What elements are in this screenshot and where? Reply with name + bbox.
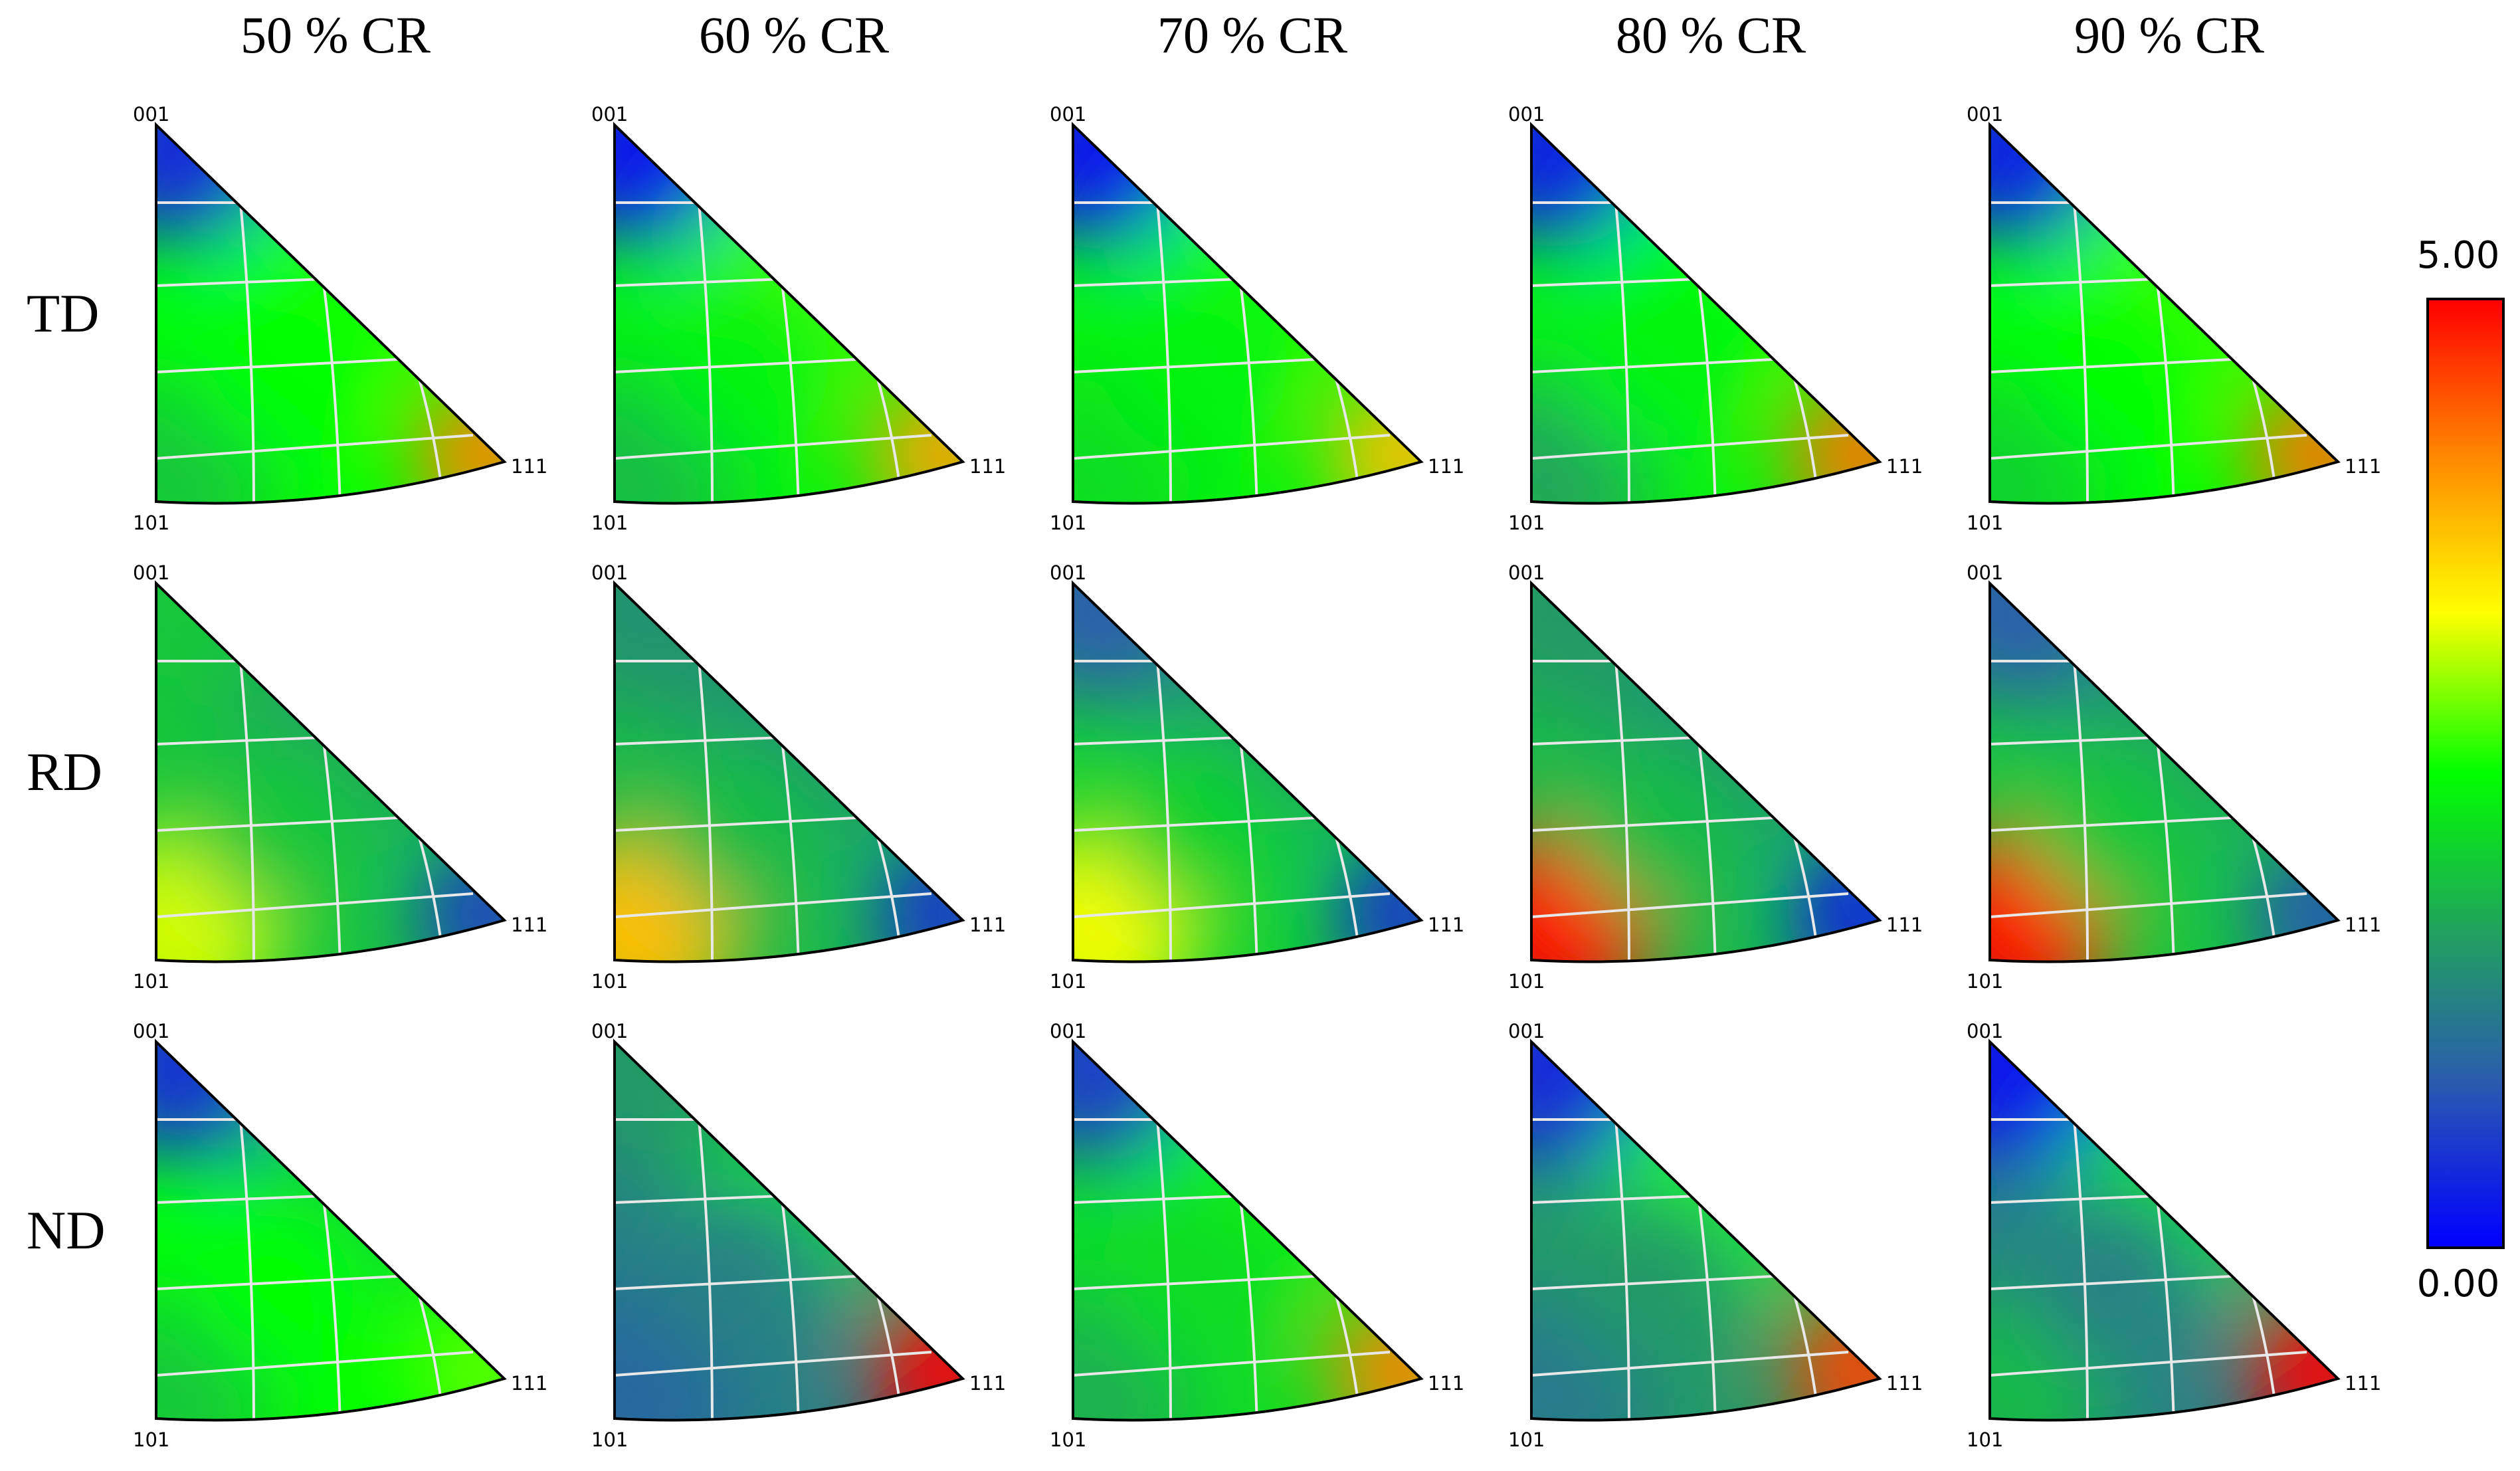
pole-label-001: 001 <box>133 561 170 584</box>
pole-label-111: 111 <box>1886 455 1923 478</box>
pole-label-111: 111 <box>511 914 548 936</box>
pole-label-001: 001 <box>1967 1020 2004 1042</box>
pole-label-001: 001 <box>1050 103 1087 126</box>
pole-label-111: 111 <box>969 455 1007 478</box>
ipf-outline <box>1530 1038 1882 1422</box>
pole-label-101: 101 <box>1967 970 2004 993</box>
pole-label-101: 101 <box>591 1428 629 1451</box>
row-label-nd: ND <box>27 1200 106 1260</box>
pole-label-101: 101 <box>133 970 170 993</box>
pole-label-001: 001 <box>1050 561 1087 584</box>
pole-label-001: 001 <box>591 103 629 126</box>
pole-label-111: 111 <box>1428 914 1465 936</box>
ipf-outline <box>155 1038 507 1422</box>
pole-label-101: 101 <box>1050 512 1087 534</box>
pole-label-111: 111 <box>1428 455 1465 478</box>
ipf-td-70 <box>1072 122 1424 505</box>
pole-label-111: 111 <box>511 1372 548 1395</box>
ipf-outline <box>1530 122 1882 505</box>
ipf-gridlines <box>156 660 474 962</box>
column-title-80cr: 80 % CR <box>1615 6 1806 64</box>
ipf-td-60 <box>613 122 965 505</box>
ipf-outline <box>1530 580 1882 963</box>
pole-label-111: 111 <box>2345 1372 2382 1395</box>
pole-label-101: 101 <box>1050 1428 1087 1451</box>
ipf-outline <box>613 580 965 963</box>
ipf-td-80 <box>1530 122 1882 505</box>
column-title-60cr: 60 % CR <box>698 6 890 64</box>
pole-label-001: 001 <box>1508 1020 1545 1042</box>
pole-label-101: 101 <box>133 512 170 534</box>
pole-label-111: 111 <box>969 914 1007 936</box>
pole-label-001: 001 <box>1967 103 2004 126</box>
ipf-rd-50 <box>155 580 507 963</box>
row-label-rd: RD <box>27 741 102 802</box>
ipf-outline <box>1988 1038 2341 1422</box>
ipf-gridlines <box>615 660 932 962</box>
ipf-outline <box>613 122 965 505</box>
ipf-gridlines <box>1531 1118 1849 1421</box>
ipf-nd-60 <box>613 1038 965 1422</box>
pole-label-101: 101 <box>1508 1428 1545 1451</box>
pole-label-111: 111 <box>2345 455 2382 478</box>
pole-label-101: 101 <box>133 1428 170 1451</box>
ipf-rd-90 <box>1988 580 2341 963</box>
pole-label-111: 111 <box>1886 1372 1923 1395</box>
pole-label-001: 001 <box>591 1020 629 1042</box>
ipf-outline <box>1072 580 1424 963</box>
pole-label-111: 111 <box>969 1372 1007 1395</box>
colorbar-max-label: 5.00 <box>2416 234 2500 277</box>
pole-label-101: 101 <box>1508 970 1545 993</box>
ipf-gridlines <box>1531 660 1849 962</box>
pole-label-101: 101 <box>591 970 629 993</box>
ipf-rd-80 <box>1530 580 1882 963</box>
ipf-nd-70 <box>1072 1038 1424 1422</box>
ipf-outline <box>155 580 507 963</box>
pole-label-101: 101 <box>591 512 629 534</box>
pole-label-111: 111 <box>511 455 548 478</box>
pole-label-001: 001 <box>1508 561 1545 584</box>
ipf-outline <box>1988 580 2341 963</box>
pole-label-101: 101 <box>1050 970 1087 993</box>
colorbar <box>2426 298 2505 1249</box>
pole-label-111: 111 <box>1428 1372 1465 1395</box>
ipf-gridlines <box>1990 1118 2307 1421</box>
ipf-outline <box>155 122 507 505</box>
column-title-90cr: 90 % CR <box>2074 6 2265 64</box>
ipf-outline <box>1072 122 1424 505</box>
pole-label-111: 111 <box>2345 914 2382 936</box>
ipf-td-50 <box>155 122 507 505</box>
ipf-rd-70 <box>1072 580 1424 963</box>
ipf-td-90 <box>1988 122 2341 505</box>
ipf-gridlines <box>1990 201 2307 504</box>
column-title-70cr: 70 % CR <box>1157 6 1348 64</box>
row-label-td: TD <box>27 283 100 343</box>
pole-label-001: 001 <box>1967 561 2004 584</box>
pole-label-001: 001 <box>591 561 629 584</box>
ipf-gridlines <box>156 201 474 504</box>
pole-label-111: 111 <box>1886 914 1923 936</box>
ipf-nd-80 <box>1530 1038 1882 1422</box>
pole-label-001: 001 <box>1050 1020 1087 1042</box>
ipf-outline <box>1988 122 2341 505</box>
ipf-nd-90 <box>1988 1038 2341 1422</box>
pole-label-001: 001 <box>133 1020 170 1042</box>
pole-label-001: 001 <box>133 103 170 126</box>
column-title-50cr: 50 % CR <box>240 6 431 64</box>
ipf-rd-60 <box>613 580 965 963</box>
ipf-outline <box>1072 1038 1424 1422</box>
pole-label-101: 101 <box>1508 512 1545 534</box>
pole-label-001: 001 <box>1508 103 1545 126</box>
colorbar-min-label: 0.00 <box>2416 1262 2500 1306</box>
ipf-gridlines <box>1073 201 1391 504</box>
pole-label-101: 101 <box>1967 512 2004 534</box>
pole-label-101: 101 <box>1967 1428 2004 1451</box>
ipf-outline <box>613 1038 965 1422</box>
ipf-nd-50 <box>155 1038 507 1422</box>
